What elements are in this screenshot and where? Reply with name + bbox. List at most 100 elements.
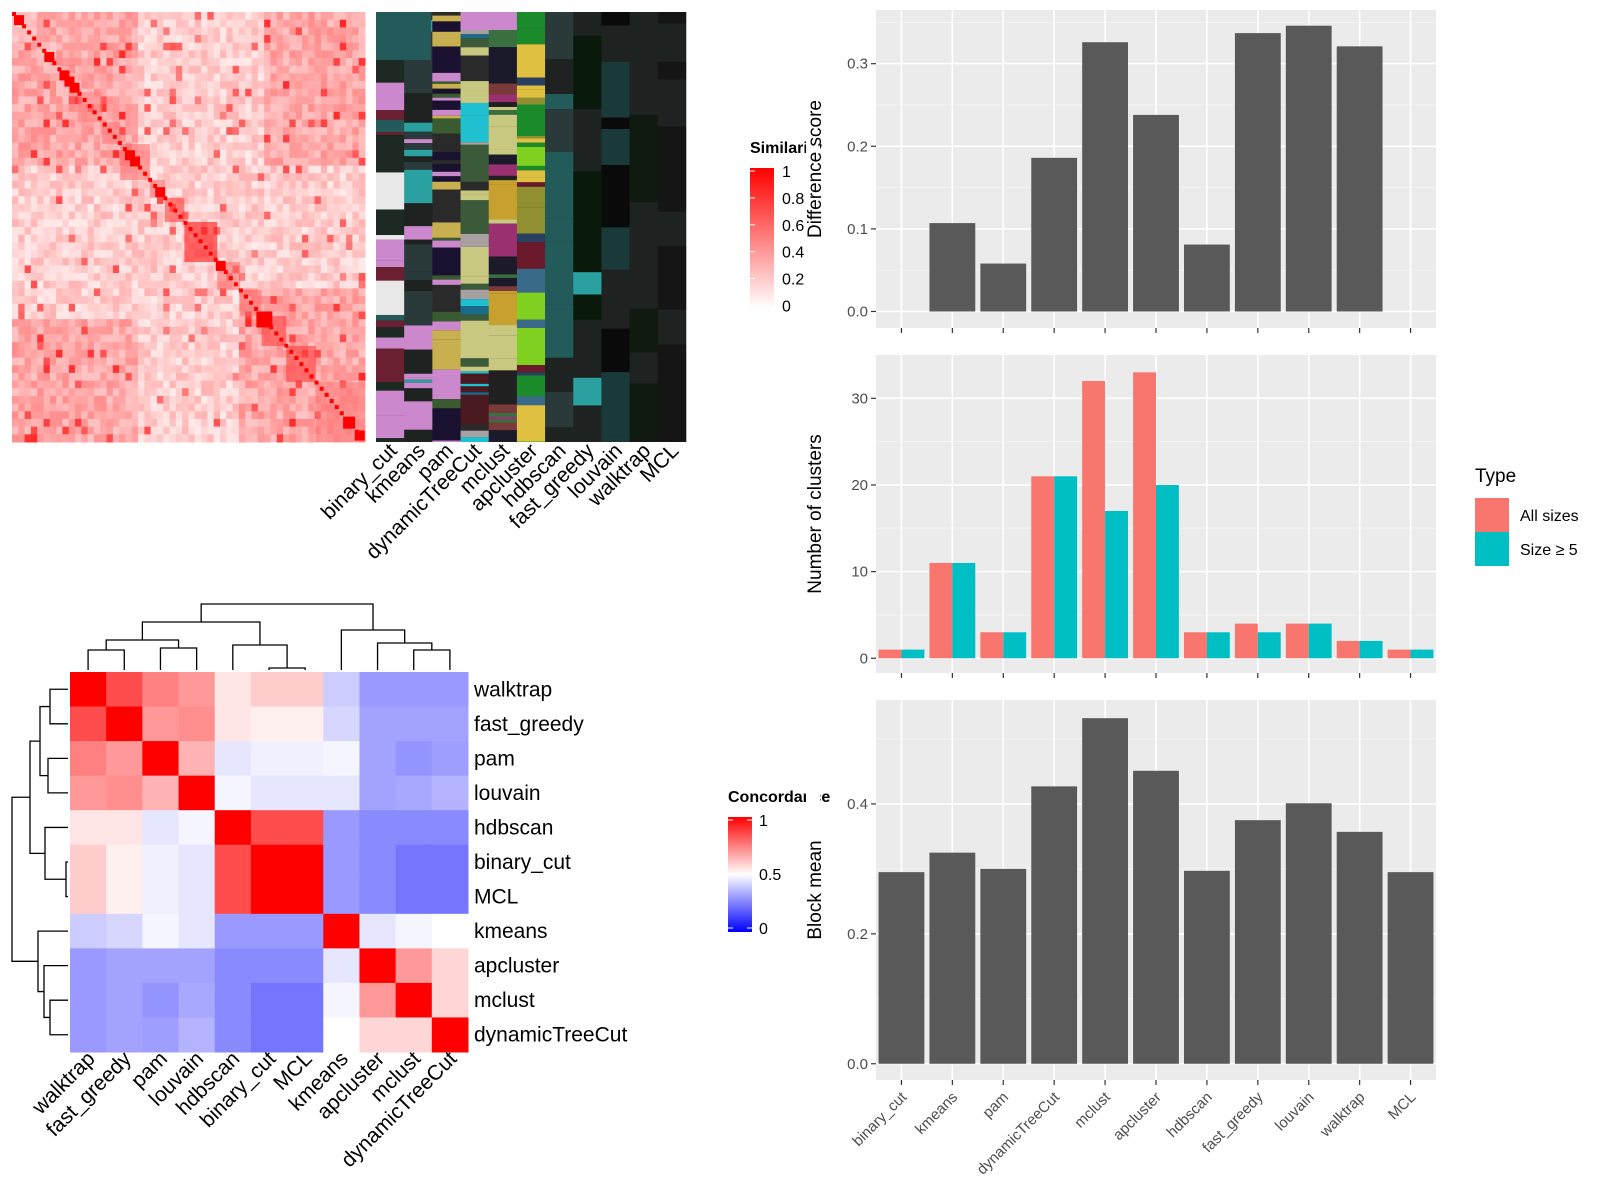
similarity-cell — [289, 273, 297, 282]
similarity-cell — [207, 326, 215, 335]
similarity-cell — [213, 180, 221, 190]
similarity-cell — [156, 134, 164, 144]
annotation-segment — [460, 34, 490, 39]
annotation-segment — [432, 399, 461, 409]
similarity-cell — [295, 27, 303, 36]
similarity-cell — [346, 257, 353, 266]
annotation-segment — [460, 273, 490, 277]
similarity-cell — [75, 326, 82, 335]
similarity-cell — [358, 134, 366, 144]
similarity-cell — [24, 157, 32, 167]
similarity-cell — [112, 27, 120, 36]
similarity-cell — [339, 50, 347, 59]
similarity-cell — [257, 211, 265, 220]
similarity-cell — [169, 96, 177, 105]
similarity-cell — [112, 211, 120, 220]
similarity-cell — [150, 349, 158, 359]
similarity-cell — [188, 311, 196, 320]
similarity-diagonal-cell — [208, 251, 213, 256]
similarity-cell — [301, 273, 309, 282]
similarity-cell — [106, 365, 114, 374]
similarity-cell — [301, 311, 309, 320]
similarity-cell — [169, 319, 177, 328]
similarity-cell — [194, 411, 202, 420]
concordance-cell — [359, 1017, 397, 1053]
annotation-segment — [488, 126, 518, 150]
annotation-segment — [657, 344, 687, 358]
annotation-segment — [432, 97, 461, 101]
similarity-cell — [93, 58, 101, 67]
similarity-cell — [270, 104, 278, 113]
similarity-cell — [327, 19, 334, 28]
similarity-diagonal-cell — [12, 12, 16, 16]
similarity-cell — [314, 157, 322, 167]
bar-pam — [980, 868, 1027, 1064]
similarity-cell — [138, 203, 145, 213]
similarity-cell — [43, 372, 51, 382]
similarity-cell — [144, 395, 152, 405]
similarity-cell — [213, 288, 221, 297]
similarity-cell — [213, 380, 221, 389]
similarity-cell — [320, 342, 328, 351]
bar-size-ge-5-pam — [1003, 632, 1027, 659]
similarity-cell — [93, 127, 101, 136]
annotation-segment — [432, 369, 461, 396]
similarity-cell — [138, 257, 145, 266]
similarity-cell — [220, 372, 227, 382]
similarity-cell — [138, 12, 145, 21]
concordance-cell — [287, 982, 324, 1018]
similarity-cell — [339, 173, 347, 182]
similarity-cell — [314, 265, 322, 274]
similarity-cell — [112, 426, 120, 435]
similarity-cell — [327, 104, 334, 113]
similarity-cell — [339, 357, 347, 366]
similarity-cell — [301, 288, 309, 297]
similarity-cell — [226, 42, 234, 51]
similarity-cell — [327, 227, 334, 236]
similarity-cell — [226, 203, 234, 213]
similarity-cell — [264, 365, 271, 374]
similarity-cell — [270, 173, 278, 182]
similarity-cell — [125, 265, 133, 274]
similarity-cell — [150, 104, 158, 113]
similarity-cell — [264, 234, 271, 243]
similarity-cell — [18, 380, 26, 389]
annotation-segment — [460, 386, 490, 393]
similarity-cell — [333, 134, 341, 144]
similarity-cell — [156, 257, 164, 266]
annotation-segment — [404, 169, 433, 204]
similarity-cell — [245, 219, 253, 228]
similarity-cell — [182, 326, 189, 335]
similarity-cell — [358, 203, 366, 213]
similarity-cell — [131, 357, 139, 366]
similarity-cell — [314, 334, 322, 343]
similarity-cell — [12, 319, 19, 328]
similarity-cell — [333, 296, 341, 305]
similarity-cell — [201, 296, 208, 305]
annotation-segment — [629, 72, 659, 115]
similarity-diagonal-cell — [27, 30, 32, 35]
similarity-cell — [358, 303, 366, 312]
x-tick-label-hdbscan: hdbscan — [1164, 1089, 1216, 1141]
similarity-cell — [106, 418, 114, 428]
similarity-cell — [226, 35, 234, 44]
annotation-segment — [545, 218, 574, 242]
similarity-cell — [238, 357, 246, 366]
similarity-cell — [43, 296, 51, 305]
similarity-cell — [188, 357, 196, 366]
similarity-cell — [276, 227, 284, 236]
similarity-cell — [301, 380, 309, 389]
annotation-segment — [404, 295, 433, 326]
similarity-cell — [30, 334, 38, 343]
similarity-cell — [245, 380, 253, 389]
similarity-cell — [119, 273, 126, 282]
annotation-segment — [488, 325, 518, 336]
similarity-cell — [37, 188, 45, 197]
similarity-cell — [175, 73, 183, 82]
similarity-cell — [37, 12, 45, 21]
similarity-cell — [112, 326, 120, 335]
similarity-cell — [257, 250, 265, 259]
similarity-cell — [201, 365, 208, 374]
similarity-diagonal-cell — [52, 61, 57, 66]
similarity-cell — [138, 180, 145, 190]
